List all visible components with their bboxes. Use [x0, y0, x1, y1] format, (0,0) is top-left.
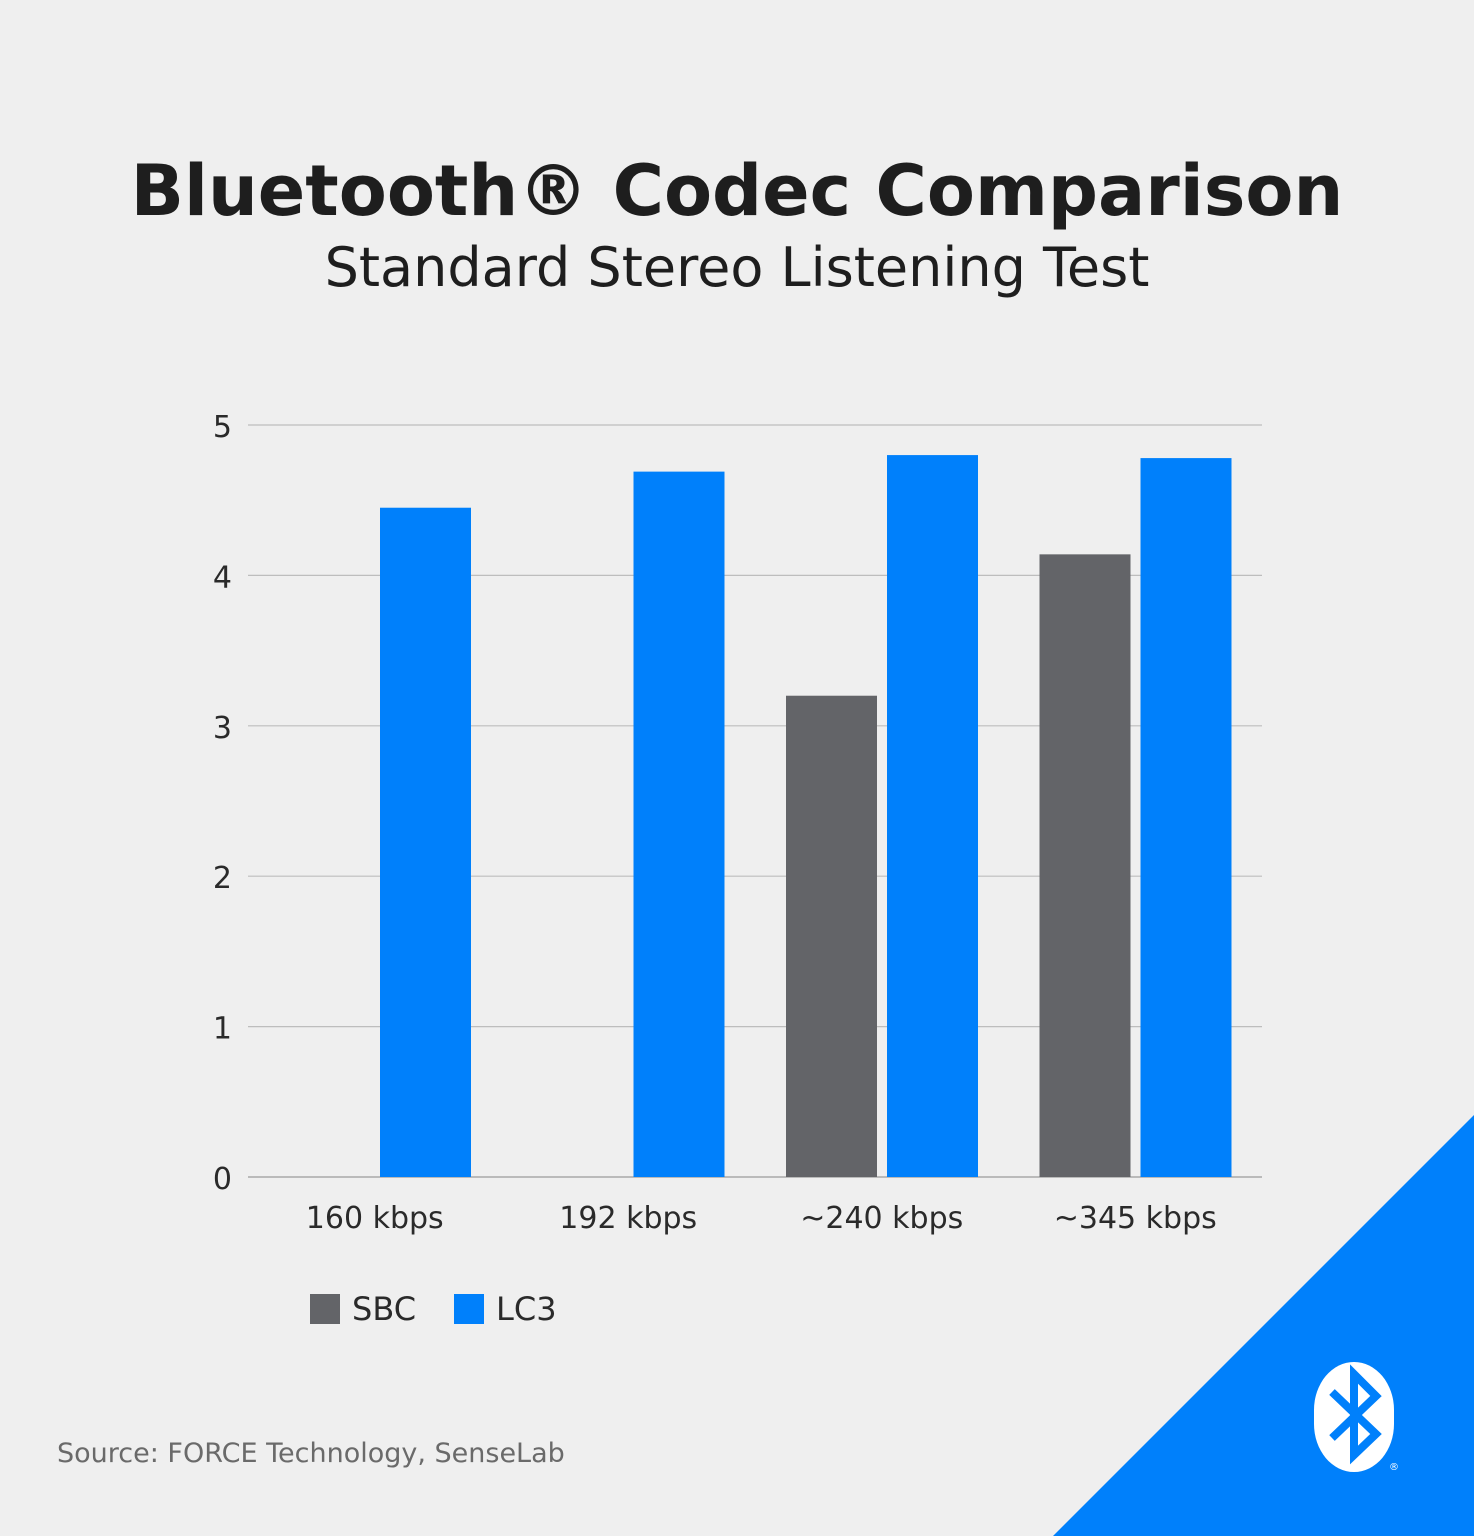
x-tick-label: ~240 kbps	[800, 1201, 963, 1236]
legend: SBC LC3	[310, 1290, 595, 1328]
legend-item-sbc: SBC	[310, 1290, 416, 1328]
x-tick-label: 160 kbps	[306, 1201, 444, 1236]
legend-item-lc3: LC3	[454, 1290, 557, 1328]
blue-corner-triangle	[1053, 1115, 1474, 1536]
x-tick-label: ~345 kbps	[1054, 1201, 1217, 1236]
bar-lc3	[380, 507, 471, 1178]
svg-text:®: ®	[1389, 1462, 1399, 1473]
legend-label-sbc: SBC	[352, 1290, 417, 1328]
bar-sbc	[1039, 554, 1131, 1177]
bar-lc3	[633, 471, 725, 1177]
legend-swatch-lc3	[454, 1294, 485, 1324]
y-tick-label: 0	[213, 1162, 232, 1197]
chart-title: Bluetooth® Codec Comparison	[130, 150, 1344, 232]
bar-sbc	[786, 695, 877, 1177]
legend-label-lc3: LC3	[496, 1290, 557, 1328]
chart-subtitle: Standard Stereo Listening Test	[324, 236, 1150, 299]
y-tick-label: 2	[213, 861, 232, 896]
y-tick-label: 4	[213, 560, 232, 595]
y-tick-label: 5	[213, 410, 232, 445]
source-note: Source: FORCE Technology, SenseLab	[57, 1438, 565, 1469]
bar-lc3	[1140, 458, 1232, 1177]
bar-lc3	[887, 455, 978, 1178]
x-tick-label: 192 kbps	[559, 1201, 697, 1236]
y-tick-label: 3	[213, 711, 232, 746]
y-tick-label: 1	[213, 1012, 232, 1047]
bluetooth-logo-icon: ®	[1314, 1362, 1399, 1473]
legend-swatch-sbc	[310, 1294, 340, 1324]
